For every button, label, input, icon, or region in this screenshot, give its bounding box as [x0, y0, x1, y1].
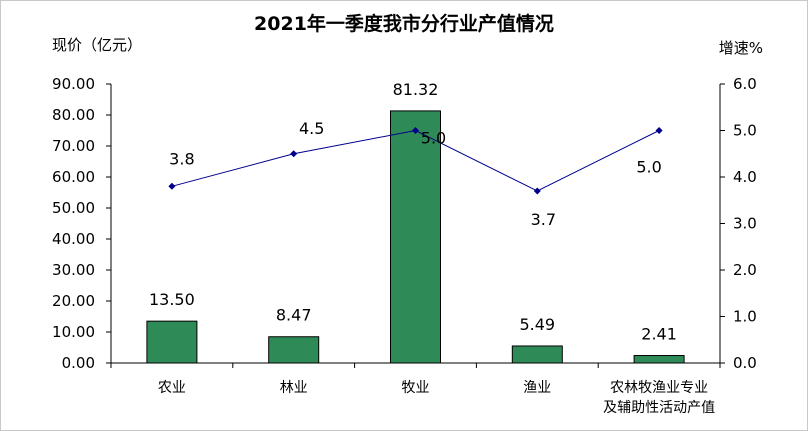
bar-value-label: 5.49	[519, 315, 555, 334]
growth-value-label: 3.7	[531, 210, 556, 229]
growth-value-label: 3.8	[169, 149, 194, 168]
growth-point	[290, 150, 298, 158]
category-label: 农林牧渔业专业	[610, 380, 708, 396]
right-tick-label: 1.0	[733, 308, 757, 326]
category-label: 农业	[158, 380, 186, 396]
right-tick-label: 0.0	[733, 354, 757, 372]
left-tick-label: 0.00	[62, 354, 95, 372]
bar	[633, 355, 685, 364]
category-label: 渔业	[523, 380, 551, 396]
bar-value-label: 81.32	[393, 80, 439, 99]
right-tick-label: 4.0	[733, 168, 757, 186]
right-tick-label: 5.0	[733, 122, 757, 140]
bar	[268, 336, 320, 364]
growth-point	[655, 127, 663, 134]
bar-value-label: 13.50	[149, 290, 195, 309]
left-tick-label: 60.00	[52, 168, 95, 186]
left-tick-label: 90.00	[52, 75, 95, 93]
left-tick-label: 50.00	[52, 199, 95, 217]
left-tick-label: 10.00	[52, 323, 95, 341]
right-axis-unit: 增速%	[719, 39, 763, 57]
bar	[390, 110, 441, 364]
left-tick-label: 40.00	[52, 230, 95, 248]
right-tick-label: 6.0	[733, 75, 757, 93]
category-label: 牧业	[402, 380, 430, 396]
growth-value-label: 5.0	[636, 158, 661, 177]
growth-line-series	[168, 127, 663, 195]
growth-value-label: 5.0	[421, 129, 446, 148]
left-tick-label: 80.00	[52, 106, 95, 124]
right-tick-label: 2.0	[733, 261, 757, 279]
bar	[511, 345, 563, 364]
growth-point	[533, 187, 541, 195]
left-tick-label: 70.00	[52, 137, 95, 155]
chart-title: 2021年一季度我市分行业产值情况	[254, 12, 554, 35]
growth-point	[412, 127, 419, 134]
category-label: 林业	[280, 380, 308, 396]
bar-value-label: 8.47	[276, 306, 312, 325]
data-labels: 13.50 8.47 81.32 5.49 2.41 3.8 4.5 5.0 3.7 5.0	[149, 80, 677, 344]
axes: 0.00 10.00 20.00 30.00 40.00 50.00 60.00 70.00 8…	[52, 75, 757, 416]
growth-point	[168, 182, 176, 190]
left-tick-label: 30.00	[52, 261, 95, 279]
left-tick-label: 20.00	[52, 292, 95, 310]
growth-value-label: 4.5	[299, 119, 324, 138]
bar-series	[146, 110, 685, 364]
category-label: 及辅助性活动产值	[603, 400, 715, 416]
left-axis-unit: 现价（亿元）	[52, 36, 142, 54]
bar	[146, 320, 198, 364]
bar-value-label: 2.41	[641, 325, 677, 344]
right-tick-label: 3.0	[733, 215, 757, 233]
